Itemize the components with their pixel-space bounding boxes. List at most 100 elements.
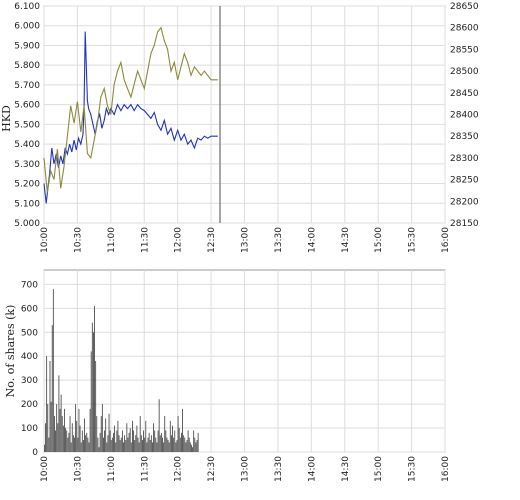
price-x-tick-label: 14:30 xyxy=(341,227,351,253)
volume-bar xyxy=(45,423,46,452)
volume-y-tick-label: 700 xyxy=(21,280,38,290)
price-x-axis-ticks: 10:00 10:30 11:00 11:30 12:00 12:30 13:00 13:30… xyxy=(40,227,451,253)
volume-bar xyxy=(85,435,87,452)
price-y-axis-label: HKD xyxy=(0,105,13,132)
volume-bar xyxy=(148,432,150,452)
volume-x-tick-label: 11:30 xyxy=(140,456,150,482)
volume-bar xyxy=(46,356,48,452)
volume-bar xyxy=(138,442,140,452)
volume-bar xyxy=(128,432,130,452)
price-x-tick-label: 12:30 xyxy=(207,227,217,253)
volume-bar xyxy=(106,442,108,452)
volume-bar xyxy=(125,440,127,452)
price-x-tick-label: 10:30 xyxy=(73,227,83,253)
volume-x-tick-label: 12:30 xyxy=(207,456,217,482)
volume-bar xyxy=(136,425,138,452)
right-axis-tick-label: 28400 xyxy=(450,111,479,121)
volume-bar xyxy=(71,423,73,452)
volume-bar xyxy=(107,435,109,452)
volume-bar xyxy=(163,442,165,452)
volume-bar xyxy=(196,440,198,452)
volume-x-tick-label: 16:00 xyxy=(441,456,451,482)
left-axis-ticks: 5.000 5.100 5.200 5.300 5.400 5.500 5.600 5.700… xyxy=(14,2,40,229)
volume-bar xyxy=(149,440,151,452)
volume-bar xyxy=(68,432,70,452)
right-axis-tick-label: 28600 xyxy=(450,24,479,34)
volume-bar xyxy=(111,437,113,452)
volume-bar xyxy=(177,416,179,452)
right-axis-tick-label: 28300 xyxy=(450,154,479,164)
volume-bar xyxy=(172,425,173,452)
volume-bar xyxy=(52,289,54,452)
volume-bar xyxy=(94,305,95,452)
left-axis-tick-label: 6.000 xyxy=(14,22,40,32)
volume-bar xyxy=(162,437,163,452)
volume-bar xyxy=(110,440,112,452)
volume-bar xyxy=(132,420,133,452)
left-axis-tick-label: 5.400 xyxy=(14,140,40,150)
volume-bar xyxy=(87,437,89,452)
right-axis-tick-label: 28550 xyxy=(450,45,479,55)
left-axis-tick-label: 5.500 xyxy=(14,120,40,130)
left-axis-tick-label: 5.700 xyxy=(14,81,40,91)
volume-y-tick-label: 100 xyxy=(21,424,38,434)
volume-bar xyxy=(51,325,53,452)
volume-bar xyxy=(60,394,62,452)
volume-bar xyxy=(80,442,82,452)
volume-bar xyxy=(160,432,162,452)
volume-x-tick-label: 15:30 xyxy=(408,456,418,482)
volume-bar xyxy=(78,408,80,452)
volume-bar xyxy=(93,332,94,452)
volume-bar xyxy=(192,447,193,452)
volume-bar xyxy=(65,428,66,452)
volume-bar xyxy=(61,416,63,452)
volume-bar xyxy=(197,432,199,452)
price-x-tick-label: 11:30 xyxy=(140,227,150,253)
volume-bar xyxy=(101,404,103,452)
volume-bar xyxy=(139,416,141,452)
right-axis-tick-label: 28450 xyxy=(450,89,479,99)
volume-bar xyxy=(119,440,121,452)
volume-bar xyxy=(129,428,131,452)
volume-y-tick-label: 400 xyxy=(21,352,38,362)
volume-bar xyxy=(159,435,161,452)
volume-bar xyxy=(95,361,97,452)
volume-bar xyxy=(142,440,143,452)
volume-bar xyxy=(187,430,189,452)
volume-bar xyxy=(120,437,122,452)
volume-bar xyxy=(99,432,101,452)
volume-x-axis-ticks: 10:00 10:30 11:00 11:30 12:00 12:30 13:00 13:30… xyxy=(40,456,451,482)
volume-bar xyxy=(79,425,81,452)
volume-bar xyxy=(114,425,116,452)
volume-bar xyxy=(47,404,49,452)
volume-bar xyxy=(115,442,117,452)
left-axis-tick-label: 5.000 xyxy=(14,219,40,229)
volume-bar xyxy=(182,408,183,452)
volume-bar xyxy=(175,442,177,452)
volume-bar xyxy=(91,322,93,452)
price-chart: 5.000 5.100 5.200 5.300 5.400 5.500 5.600 5.700… xyxy=(0,2,479,253)
volume-bar xyxy=(124,435,126,452)
volume-bar xyxy=(188,437,190,452)
volume-y-tick-label: 0 xyxy=(32,448,38,458)
volume-bar xyxy=(103,437,104,452)
volume-bar xyxy=(97,437,99,452)
volume-bar xyxy=(48,437,50,452)
volume-bar xyxy=(84,418,85,452)
volume-bar xyxy=(82,440,84,452)
volume-bar xyxy=(134,440,136,452)
volume-bar xyxy=(62,425,64,452)
volume-bar xyxy=(77,437,79,452)
volume-bar xyxy=(155,437,157,452)
price-x-tick-label: 16:00 xyxy=(441,227,451,253)
volume-bar xyxy=(116,430,118,452)
volume-bar xyxy=(109,430,111,452)
volume-bar xyxy=(70,442,72,452)
volume-bar xyxy=(176,440,178,452)
volume-bar xyxy=(168,442,170,452)
volume-bar xyxy=(104,430,105,452)
price-x-tick-label: 14:00 xyxy=(307,227,317,253)
price-x-tick-label: 15:00 xyxy=(374,227,384,253)
left-axis-tick-label: 5.300 xyxy=(14,160,40,170)
volume-y-axis-ticks: 0 100 200 300 400 500 600 700 xyxy=(21,280,38,458)
